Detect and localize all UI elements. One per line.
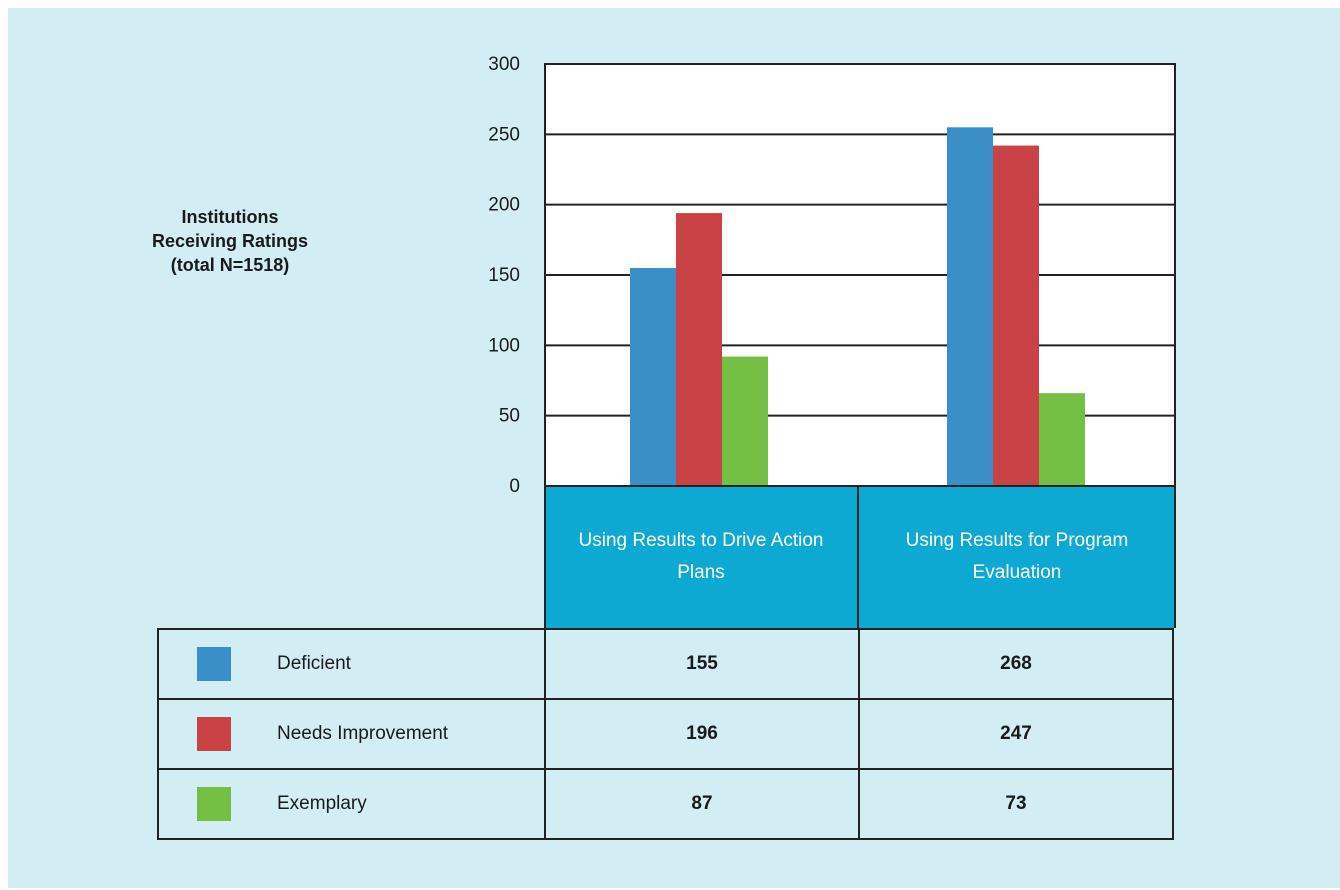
category-band	[545, 486, 1175, 628]
category-band-action-plans: Using Results to Drive Action Plans	[545, 486, 857, 628]
table-cell: 73	[858, 768, 1174, 840]
legend-cell: Needs Improvement	[157, 698, 546, 770]
bar	[722, 356, 768, 486]
y-axis-label-line: Institutions	[181, 207, 279, 227]
table-cell: 87	[544, 768, 860, 840]
y-tick-label: 250	[488, 124, 520, 145]
table-row: Deficient 155 268	[157, 628, 1174, 700]
y-tick-label: 150	[488, 265, 520, 286]
bar	[1039, 393, 1085, 486]
y-tick-label: 200	[488, 195, 520, 216]
y-tick-label: 100	[488, 335, 520, 356]
bar	[630, 267, 676, 486]
y-tick-label: 0	[509, 476, 520, 497]
bar	[947, 127, 993, 487]
table-cell: 196	[544, 698, 860, 770]
table-cell: 155	[544, 628, 860, 700]
legend-swatch-deficient	[197, 647, 231, 681]
legend-label: Needs Improvement	[277, 723, 449, 744]
bar	[676, 213, 722, 486]
legend-swatch-needs-improvement	[197, 717, 231, 751]
legend-swatch-exemplary	[197, 787, 231, 821]
table-row: Needs Improvement 196 247	[157, 698, 1174, 770]
table-cell: 268	[858, 628, 1174, 700]
legend-cell: Deficient	[157, 628, 546, 700]
data-table: Deficient 155 268 Needs Improvement 196 …	[157, 628, 1174, 840]
table-row: Exemplary 87 73	[157, 768, 1174, 840]
y-tick-label: 300	[488, 54, 520, 75]
y-axis-label: Institutions Receiving Ratings (total N=…	[120, 205, 340, 277]
table-cell: 247	[858, 698, 1174, 770]
y-tick-label: 50	[499, 406, 520, 427]
y-axis-label-line: Receiving Ratings	[151, 231, 309, 251]
y-axis-label-line: (total N=1518)	[170, 255, 290, 275]
category-band-program-evaluation: Using Results for Program Evaluation	[859, 486, 1175, 628]
legend-label: Deficient	[277, 653, 351, 674]
bar	[993, 145, 1039, 486]
legend-label: Exemplary	[277, 793, 367, 814]
category-label: Using Results to Drive Action Plans	[578, 530, 824, 583]
category-label: Using Results for Program Evaluation	[905, 530, 1129, 583]
legend-cell: Exemplary	[157, 768, 546, 840]
